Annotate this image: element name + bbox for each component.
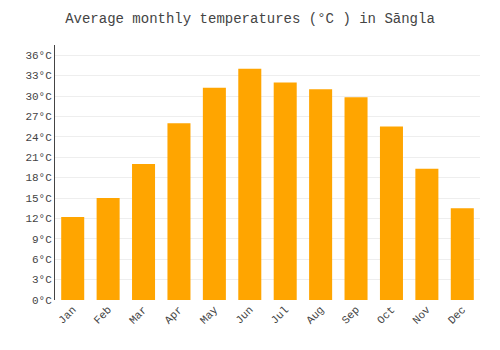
svg-text:Nov: Nov [410, 304, 433, 327]
svg-text:Jan: Jan [56, 304, 78, 326]
svg-text:Apr: Apr [162, 304, 184, 326]
svg-text:Oct: Oct [375, 304, 397, 326]
svg-text:Dec: Dec [446, 304, 468, 326]
svg-text:21°C: 21°C [25, 152, 52, 164]
svg-text:Feb: Feb [92, 304, 114, 326]
svg-text:12°C: 12°C [25, 213, 52, 225]
svg-text:24°C: 24°C [25, 132, 52, 144]
svg-text:33°C: 33°C [25, 70, 52, 82]
svg-text:Jun: Jun [233, 304, 255, 326]
svg-text:May: May [198, 304, 221, 327]
svg-text:0°C: 0°C [32, 295, 52, 307]
svg-text:15°C: 15°C [25, 193, 52, 205]
svg-text:Average monthly temperatures (: Average monthly temperatures (°C ) in Sā… [65, 11, 435, 27]
svg-text:Jul: Jul [269, 304, 291, 326]
svg-text:Mar: Mar [127, 304, 149, 326]
svg-text:36°C: 36°C [25, 50, 52, 62]
svg-text:18°C: 18°C [25, 172, 52, 184]
svg-text:Aug: Aug [304, 304, 326, 326]
svg-text:27°C: 27°C [25, 111, 52, 123]
svg-text:Sep: Sep [340, 304, 362, 326]
svg-text:3°C: 3°C [32, 274, 52, 286]
svg-text:9°C: 9°C [32, 234, 52, 246]
svg-text:6°C: 6°C [32, 254, 52, 266]
svg-text:30°C: 30°C [25, 91, 52, 103]
